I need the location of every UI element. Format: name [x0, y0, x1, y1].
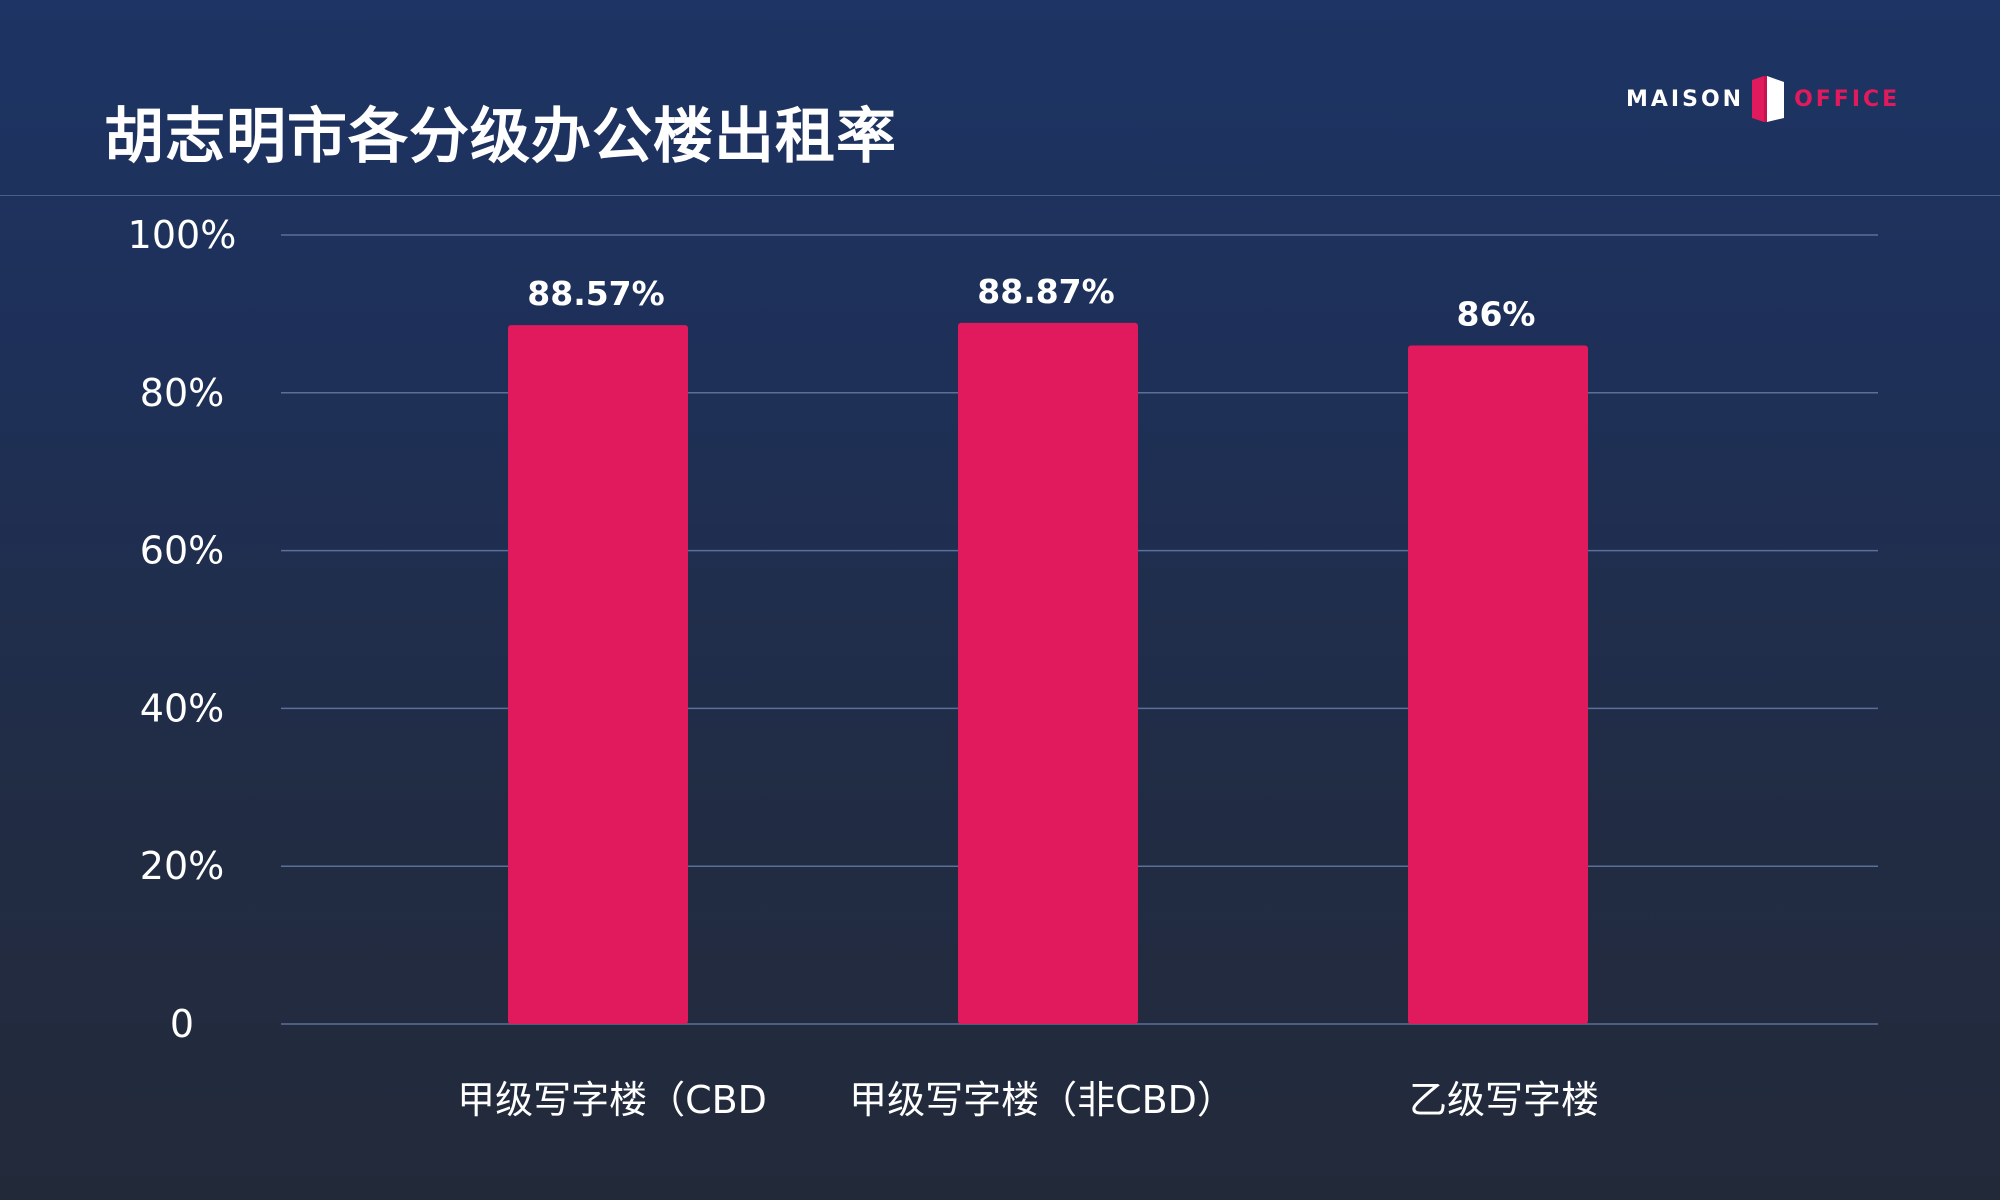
y-tick-label: 60%	[140, 529, 224, 573]
header: 胡志明市各分级办公楼出租率 MAISON OFFICE	[0, 0, 2000, 196]
y-tick-label: 80%	[140, 371, 224, 415]
y-tick-label: 100%	[128, 213, 237, 257]
header-divider	[0, 195, 2000, 196]
data-labels: 88.57% 88.87% 86%	[527, 272, 1535, 334]
x-axis-tick-labels: 甲级写字楼（CBD 甲级写字楼（非CBD） 乙级写字楼	[457, 1078, 1599, 1122]
data-label: 88.57%	[527, 274, 664, 313]
bar	[958, 322, 1138, 1025]
bars	[508, 322, 1588, 1025]
y-tick-label: 0	[170, 1002, 194, 1046]
y-tick-label: 20%	[140, 844, 224, 888]
bar	[508, 325, 688, 1024]
x-tick-label: 甲级写字楼（CBD	[457, 1078, 767, 1122]
x-tick-label: 甲级写字楼（非CBD）	[849, 1078, 1235, 1122]
maison-office-logo-mark-icon	[1752, 76, 1785, 122]
y-axis-tick-labels: 0 20% 40% 60% 80% 100%	[128, 213, 237, 1046]
logo-text-maison: MAISON	[1626, 86, 1745, 112]
brand-logo: MAISON OFFICE	[1626, 74, 1900, 124]
data-label: 88.87%	[977, 272, 1114, 311]
logo-text-office: OFFICE	[1794, 86, 1901, 112]
y-tick-label: 40%	[140, 686, 224, 730]
bar	[1408, 345, 1588, 1025]
chart-title: 胡志明市各分级办公楼出租率	[104, 102, 897, 172]
data-label: 86%	[1457, 294, 1536, 333]
x-tick-label: 乙级写字楼	[1409, 1078, 1599, 1122]
